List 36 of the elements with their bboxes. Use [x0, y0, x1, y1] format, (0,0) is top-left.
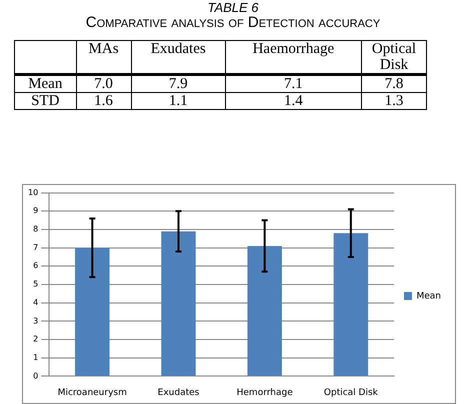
bar	[334, 233, 368, 376]
bar	[75, 248, 110, 376]
text: Mean	[14, 74, 76, 92]
x-tick-label: Exudates	[158, 388, 200, 398]
text: 1.3	[362, 92, 426, 110]
text: 1.6	[76, 92, 132, 110]
x-tick-label: Microaneurysm	[58, 388, 127, 398]
legend-label: Mean	[416, 291, 442, 302]
bar	[247, 246, 282, 376]
y-tick-label: 7	[33, 242, 38, 252]
text: Optical Disk	[362, 40, 426, 74]
x-tick-label: Hemorrhage	[236, 388, 294, 398]
y-tick-label: 8	[33, 224, 38, 234]
text: 7.9	[131, 74, 226, 92]
y-tick-label: 10	[28, 188, 38, 197]
y-tick-label: 4	[33, 298, 38, 307]
text: Haemorrhage	[225, 40, 362, 74]
text: 7.8	[362, 74, 426, 92]
y-tick-label: 3	[33, 316, 38, 326]
chart-title: Comparative analysis of Detection accuracy	[84, 14, 382, 31]
y-tick-label: 5	[33, 280, 38, 289]
text: 7.0	[76, 74, 132, 92]
text: STD	[14, 92, 76, 110]
text: MAs	[76, 40, 132, 74]
text: 7.1	[225, 74, 362, 92]
y-tick-label: 9	[33, 206, 38, 216]
text: 1.1	[131, 92, 226, 110]
y-tick-label: 0	[33, 371, 38, 380]
y-tick-label: 1	[33, 352, 38, 362]
y-tick-label: 2	[33, 334, 38, 344]
text: 1.4	[225, 92, 362, 110]
text: Exudates	[131, 40, 226, 74]
y-tick-label: 6	[33, 261, 38, 270]
caption: TABLE 6	[206, 0, 260, 15]
x-tick-label: Optical Disk	[324, 388, 379, 398]
bar	[161, 231, 196, 376]
